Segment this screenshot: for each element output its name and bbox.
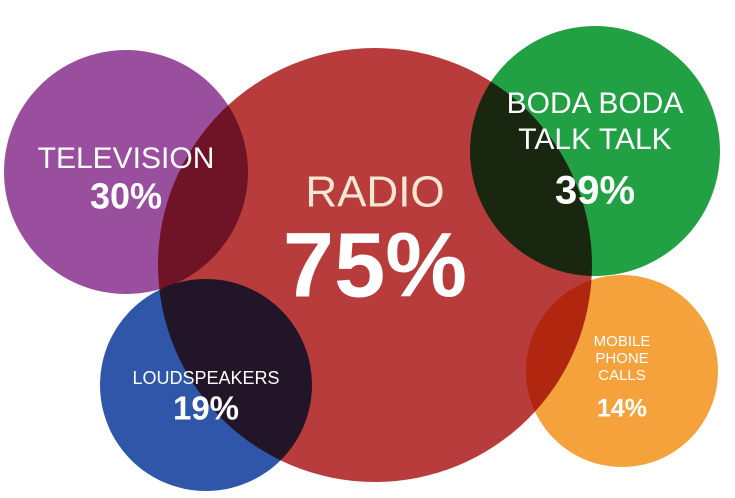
bubble	[100, 279, 312, 491]
bubble-value: 39%	[555, 169, 635, 213]
bubble-label: MOBILE	[594, 333, 651, 350]
bubble	[4, 50, 248, 294]
bubble-label: LOUDSPEAKERS	[132, 368, 279, 388]
bubble-label: CALLS	[598, 367, 646, 384]
bubble-label: RADIO	[305, 168, 444, 217]
bubble-label: PHONE	[595, 350, 648, 367]
bubble-label: TALK TALK	[518, 123, 671, 156]
bubble-value: 14%	[597, 395, 647, 423]
bubble-label: TELEVISION	[38, 142, 215, 175]
bubble-label: BODA BODA	[507, 87, 684, 120]
bubble-value: 19%	[173, 390, 239, 427]
bubble	[526, 275, 718, 467]
bubble	[470, 26, 720, 276]
bubble-value: 30%	[90, 176, 162, 217]
bubble-value: 75%	[283, 214, 467, 316]
